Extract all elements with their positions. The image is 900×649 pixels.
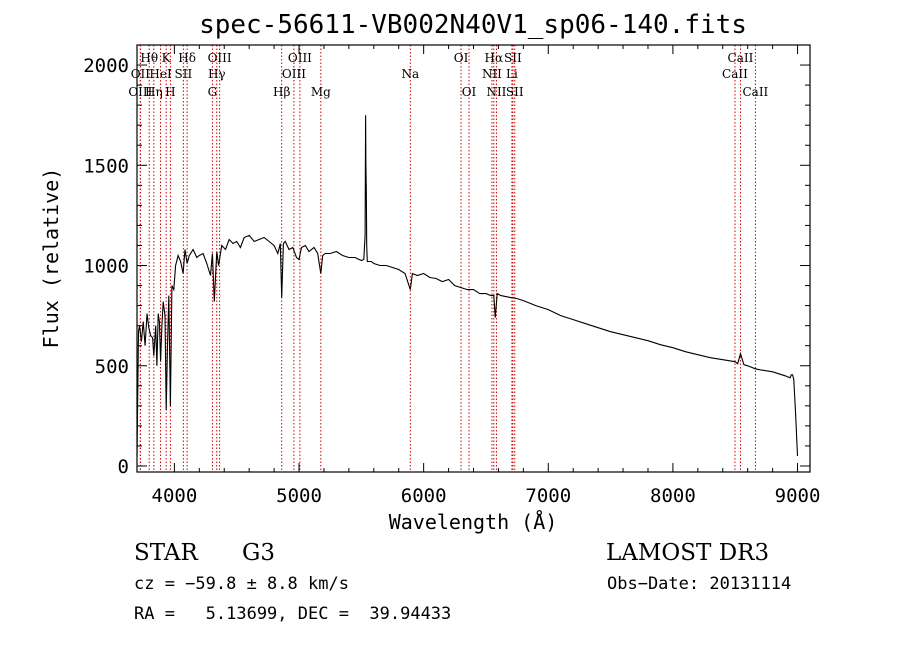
chart-title: spec-56611-VB002N40V1_sp06-140.fits (199, 10, 747, 40)
plot-frame (136, 44, 811, 473)
x-tick-label-4000: 4000 (152, 485, 198, 507)
spectral-line-label-10: Hγ (208, 67, 226, 81)
object-subclass: G3 (242, 540, 275, 566)
y-tick-label-2000: 2000 (83, 55, 129, 77)
x-tick-label-5000: 5000 (276, 485, 322, 507)
spectral-line-label-16: Na (401, 67, 419, 81)
spectral-line-label-12: OIII (288, 51, 312, 65)
spectral-line-label-7: H (165, 85, 175, 99)
spectral-line-label-8: Hδ (178, 51, 196, 65)
spectral-line-label-19: Hα (485, 51, 504, 65)
object-class: STAR (134, 540, 198, 566)
spectral-line-label-18: OI (462, 85, 477, 99)
x-axis-label: Wavelength (Å) (389, 510, 558, 534)
y-axis-label: Flux (relative) (39, 168, 63, 349)
spectral-line-label-0: Hθ (140, 51, 158, 65)
spectral-line-label-6: SII (175, 67, 193, 81)
survey-name: LAMOST DR3 (606, 540, 769, 566)
y-tick-label-0: 0 (118, 456, 129, 478)
spectral-line-label-26: CaII (722, 67, 748, 81)
spectral-line-label-4: Hη (145, 85, 163, 99)
observation-date: Obs−Date: 20131114 (607, 574, 791, 594)
y-tick-label-500: 500 (95, 356, 129, 378)
spectral-line-label-17: OI (454, 51, 469, 65)
y-tick-label-1000: 1000 (83, 256, 129, 278)
ra-dec-coords: RA = 5.13699, DEC = 39.94433 (134, 604, 451, 624)
spectral-line-markers (139, 45, 756, 472)
spectral-line-label-22: Li (506, 67, 518, 81)
spectral-line-label-14: Hβ (273, 85, 290, 99)
x-tick-label-6000: 6000 (401, 485, 447, 507)
spectral-line-label-23: NII (486, 85, 506, 99)
x-tick-label-8000: 8000 (650, 485, 696, 507)
spectral-line-label-25: CaII (728, 51, 754, 65)
spectral-line-label-27: CaII (742, 85, 768, 99)
spectral-line-label-3: HeI (149, 67, 172, 81)
redshift-cz: cz = −59.8 ± 8.8 km/s (134, 574, 349, 594)
spectral-line-label-20: SII (504, 51, 522, 65)
y-tick-label-1500: 1500 (83, 155, 129, 177)
spectral-line-label-24: SII (506, 85, 524, 99)
spectral-line-label-11: G (208, 85, 218, 99)
spectral-line-label-15: Mg (311, 85, 331, 99)
y-axis-ticks: 0 500 1000 1500 2000 (83, 55, 810, 478)
spectral-line-label-21: NII (482, 67, 502, 81)
x-axis-ticks: 4000 5000 6000 7000 8000 9000 (152, 45, 821, 507)
x-tick-label-9000: 9000 (775, 485, 821, 507)
spectral-line-label-5: K (162, 51, 172, 65)
spectral-line-label-13: OIII (282, 67, 306, 81)
spectral-line-label-2: OIII (128, 85, 152, 99)
spectral-line-label-1: OII (131, 67, 151, 81)
x-tick-label-7000: 7000 (525, 485, 571, 507)
spectrum-series-line (136, 115, 799, 457)
spectral-line-label-9: OIII (208, 51, 232, 65)
